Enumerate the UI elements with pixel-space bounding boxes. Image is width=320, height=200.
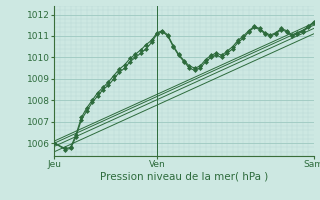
X-axis label: Pression niveau de la mer( hPa ): Pression niveau de la mer( hPa ) — [100, 172, 268, 182]
